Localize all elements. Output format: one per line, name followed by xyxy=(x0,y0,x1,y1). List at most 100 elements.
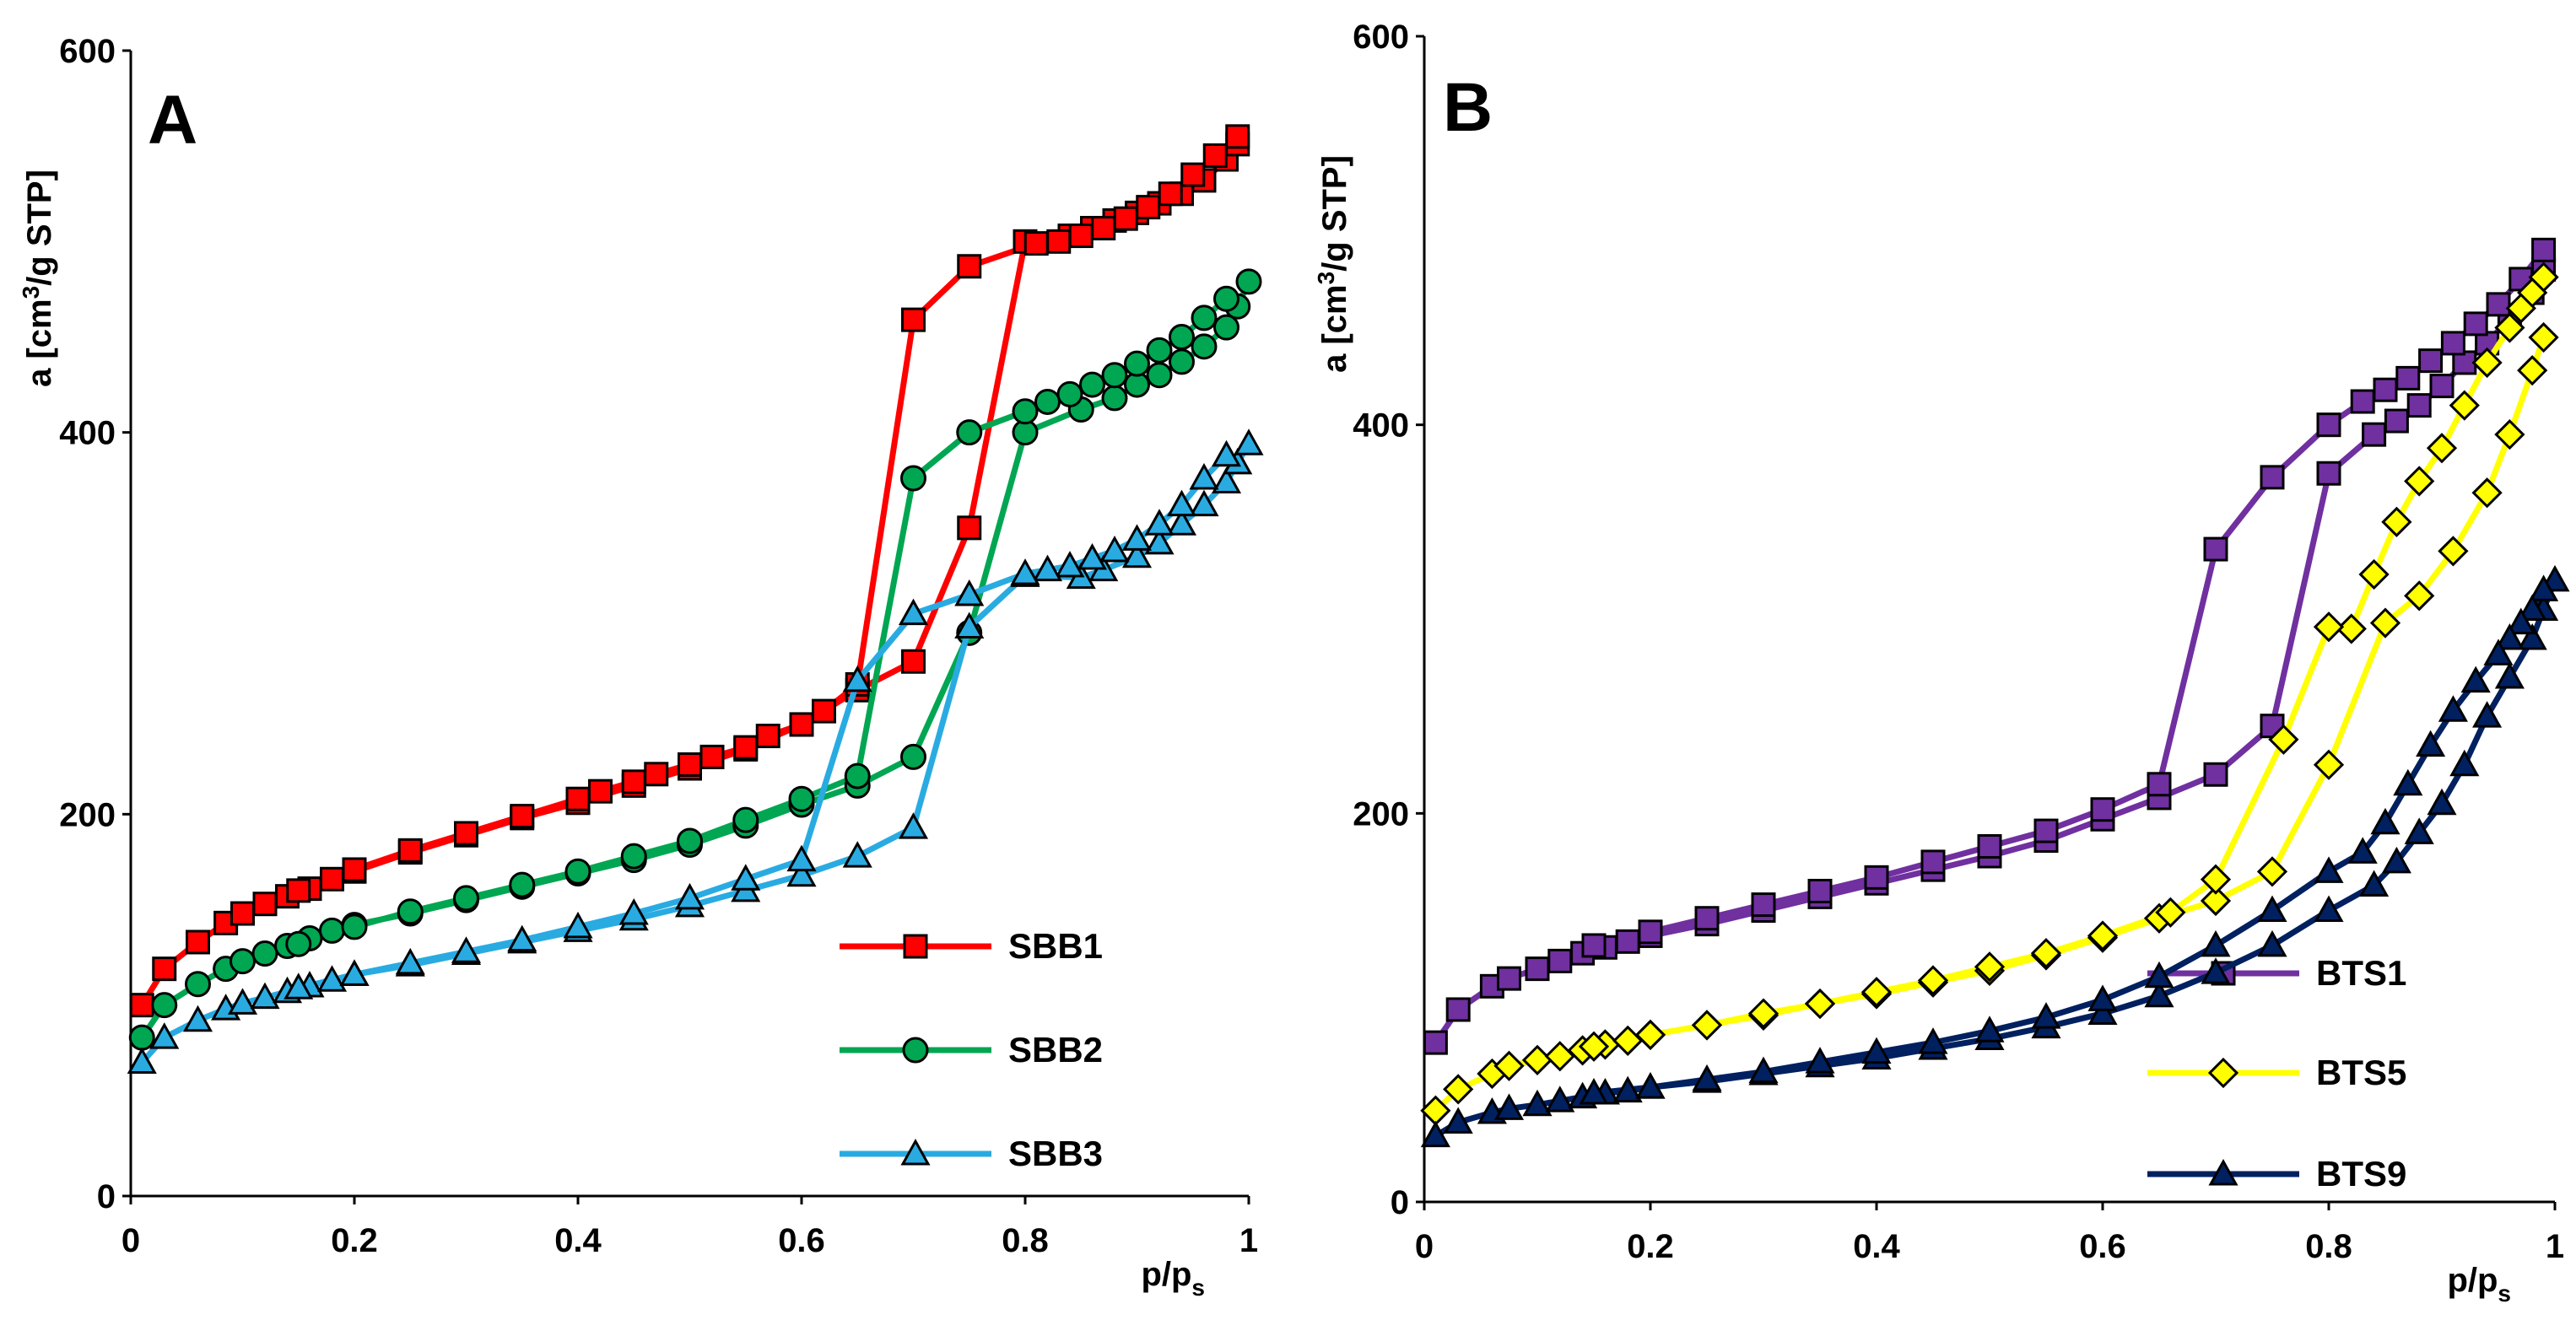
sbb1-desorption-point xyxy=(733,735,759,760)
bts9-adsorption-point xyxy=(1522,1089,1553,1117)
sbb1-adsorption-point xyxy=(901,649,926,674)
bts5-desorption-point xyxy=(1747,998,1779,1029)
sbb1-adsorption-point xyxy=(957,515,982,541)
sbb3-desorption-point xyxy=(1166,489,1197,517)
y-tick-label: 0 xyxy=(1391,1184,1409,1221)
sbb2-desorption-point xyxy=(564,858,591,885)
legend-label: SBB1 xyxy=(1008,926,1103,966)
y-axis-label-post: /g STP] xyxy=(1316,155,1353,272)
sbb1-desorption-point xyxy=(588,779,613,804)
bts5-adsorption-point xyxy=(2313,749,2345,780)
bts1-desorption-point xyxy=(2147,772,2172,797)
bts9-adsorption-point xyxy=(2144,980,2174,1008)
bts9-adsorption-point xyxy=(2314,895,2344,922)
bts5-desorption-point xyxy=(1804,988,1836,1020)
sbb1-desorption-point xyxy=(1023,231,1049,256)
x-tick-label: 0.4 xyxy=(554,1222,602,1259)
bts1-adsorption-point xyxy=(1525,956,1550,982)
x-tick-label: 0.6 xyxy=(778,1222,825,1259)
bts9-desorption-point xyxy=(1918,1027,1948,1054)
bts9-desorption-point xyxy=(2393,768,2423,796)
legend-label: SBB2 xyxy=(1008,1030,1103,1069)
sbb1-desorption-point xyxy=(1225,124,1250,149)
bts5-desorption-point xyxy=(2358,558,2390,590)
sbb1-desorption-point xyxy=(621,769,646,795)
bts9-desorption-point xyxy=(2517,594,2547,621)
series-bts1 xyxy=(1423,237,2557,1055)
sbb1-desorption-point xyxy=(957,254,982,279)
legend-label: SBB3 xyxy=(1008,1134,1103,1173)
bts9-adsorption-point xyxy=(2517,623,2547,650)
bts9-desorption-point xyxy=(2483,638,2514,665)
x-axis-label-sub: s xyxy=(2498,1280,2511,1307)
sbb3-desorption-point xyxy=(1099,535,1130,563)
bts5-desorption-point xyxy=(2404,466,2435,497)
bts9-adsorption-point xyxy=(1420,1120,1450,1148)
sbb1-desorption-point xyxy=(901,307,926,332)
bts5-desorption-point xyxy=(1917,965,1949,996)
bts9-adsorption-point xyxy=(1443,1107,1473,1134)
sbb2-adsorption-point xyxy=(1235,268,1262,295)
bts5-desorption-point xyxy=(1634,1019,1666,1051)
sbb1-adsorption-point xyxy=(320,866,344,892)
sbb1-desorption-point xyxy=(342,857,367,882)
bts9-desorption-point xyxy=(2314,856,2344,883)
sbb3-desorption-point xyxy=(898,598,929,626)
y-axis-label-sup: 3 xyxy=(1313,272,1339,285)
sbb3-adsorption-point xyxy=(898,812,929,839)
series-bts5 xyxy=(1420,261,2559,1126)
bts9-desorption-point xyxy=(1748,1056,1779,1084)
legend-entry-sbb3: SBB3 xyxy=(840,1134,1103,1173)
legend-entry-bts5: BTS5 xyxy=(2147,1053,2406,1092)
sbb3-adsorption-point xyxy=(1166,509,1197,536)
bts1-adsorption-point xyxy=(1615,929,1640,954)
bts9-adsorption-point xyxy=(2201,957,2231,984)
bts1-desorption-point xyxy=(1751,892,1776,918)
bts1-desorption-point xyxy=(2418,348,2444,374)
x-tick-label: 1 xyxy=(1239,1222,1258,1259)
bts1-desorption-point xyxy=(2350,389,2375,414)
y-tick-label: 600 xyxy=(1353,19,1409,56)
legend-marker xyxy=(903,934,928,959)
bts1-desorption-line xyxy=(1590,246,2547,949)
bts5-adsorption-point xyxy=(1521,1044,1553,1075)
sbb3-adsorption-point xyxy=(250,982,280,1010)
bts5-adsorption-point xyxy=(2404,580,2435,612)
sbb2-desorption-point xyxy=(341,913,368,940)
bts9-adsorption-point xyxy=(2472,701,2503,728)
panel-b: 0 200 400 600 0 0.2 0.4 0.6 0.8 1 p/ps a [cm3/g STP… xyxy=(1313,19,2570,1307)
legend-marker xyxy=(902,1037,929,1064)
sbb2-desorption-point xyxy=(732,806,759,833)
sbb3-adsorption-point xyxy=(1189,489,1219,517)
sbb1-adsorption-point xyxy=(152,956,177,982)
bts1-desorption-point xyxy=(2440,331,2465,356)
bts9-desorption-point xyxy=(2438,695,2468,722)
x-axis-label-main: p/p xyxy=(2447,1262,2498,1299)
series-sbb2 xyxy=(128,268,1262,1051)
bts5-desorption-point xyxy=(2336,613,2367,644)
x-axis-label-main: p/p xyxy=(1141,1256,1191,1293)
bts5-desorption-point xyxy=(2381,506,2412,537)
sbb2-adsorption-point xyxy=(900,743,926,770)
x-tick-label: 0.6 xyxy=(2079,1228,2126,1265)
y-tick-label: 200 xyxy=(59,796,116,833)
sbb3-adsorption-point xyxy=(786,859,817,887)
bts9-adsorption-point xyxy=(1545,1086,1575,1113)
bts5-desorption-point xyxy=(2087,920,2119,951)
sbb1-desorption-point xyxy=(1091,215,1116,240)
bts1-adsorption-point xyxy=(1497,966,1521,991)
bts9-adsorption-point xyxy=(2087,998,2118,1026)
bts5-adsorption-point xyxy=(1443,1074,1474,1105)
bts9-adsorption-point xyxy=(2494,662,2525,689)
bts9-desorption-point xyxy=(1805,1047,1835,1074)
bts9-desorption-point xyxy=(2347,837,2378,864)
sbb3-desorption-point xyxy=(1121,524,1153,551)
sbb1-desorption-point xyxy=(1113,206,1138,231)
bts1-desorption-point xyxy=(1581,933,1607,958)
sbb2-desorption-point xyxy=(844,762,871,789)
sbb2-desorption-point xyxy=(1146,337,1173,364)
sbb1-desorption-point xyxy=(1202,143,1228,168)
bts9-desorption-point xyxy=(2031,1002,2061,1029)
y-axis-label-post: /g STP] xyxy=(21,170,58,286)
